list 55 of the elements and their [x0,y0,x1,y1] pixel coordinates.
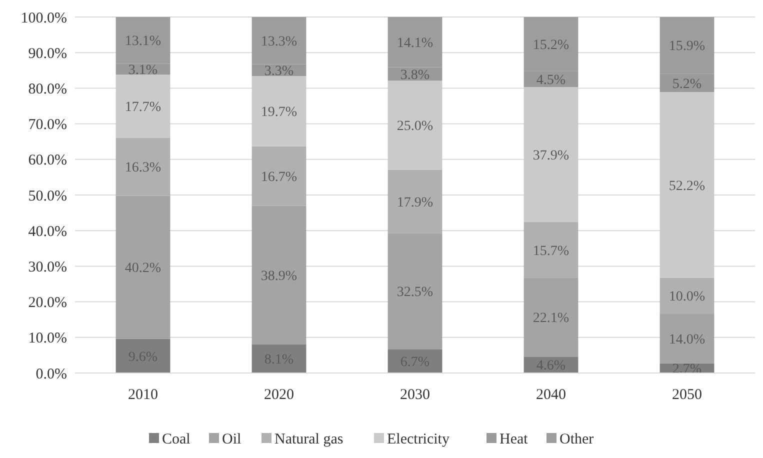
bar [116,74,170,138]
data-label: 14.0% [668,332,706,348]
legend-label: Other [560,431,594,448]
y-tick-label: 40.0% [28,224,67,240]
bar [388,349,442,373]
x-tick-label: 2040 [536,387,566,403]
x-tick-label: 2050 [672,387,702,403]
data-label: 37.9% [532,148,570,164]
data-label: 15.2% [532,38,570,53]
y-tick-label: 10.0% [28,330,67,347]
x-tick-label: 2020 [264,387,294,403]
data-label: 52.2% [668,178,706,194]
data-label: 17.7% [124,100,162,116]
x-tick-label: 2010 [128,387,158,403]
data-label: 22.1% [532,311,570,326]
data-label: 3.3% [264,64,294,80]
data-label: 38.9% [260,268,298,284]
data-label: 40.2% [124,261,162,276]
data-label: 25.0% [396,119,434,134]
data-label: 13.1% [124,34,162,50]
legend-label: Coal [162,431,190,448]
data-label: 4.5% [536,73,566,88]
y-tick-label: 0.0% [36,366,67,382]
bar [252,76,306,146]
x-tick-label: 2030 [400,387,430,403]
data-label: 32.5% [396,285,434,300]
data-label: 15.7% [532,244,570,259]
data-label: 15.9% [668,39,706,54]
legend-label: Oil [222,431,242,448]
data-label: 5.2% [672,76,702,92]
data-label: 16.3% [124,160,162,176]
legend-label: Electricity [387,431,450,448]
y-tick-label: 50.0% [28,188,67,204]
bar [116,338,170,373]
y-tick-label: 60.0% [28,152,67,169]
data-label: 16.7% [260,170,298,185]
bar [524,87,578,222]
y-tick-label: 90.0% [28,46,67,62]
data-label: 19.7% [260,105,298,120]
data-label: 10.0% [668,290,706,305]
data-label: 17.9% [396,195,434,210]
bar [252,344,306,373]
y-tick-label: 70.0% [28,117,67,134]
data-label: 14.1% [396,36,434,51]
legend-label: Natural gas [274,431,344,448]
bar [660,92,714,278]
y-tick-label: 80.0% [28,81,67,98]
data-label: 3.1% [128,63,158,78]
legend-label: Heat [500,431,529,448]
y-tick-label: 30.0% [28,259,67,276]
bar [388,80,442,170]
y-tick-label: 100.0% [20,10,67,26]
data-label: 13.3% [260,34,298,50]
y-tick-label: 20.0% [28,295,67,312]
data-label: 3.8% [400,68,430,83]
